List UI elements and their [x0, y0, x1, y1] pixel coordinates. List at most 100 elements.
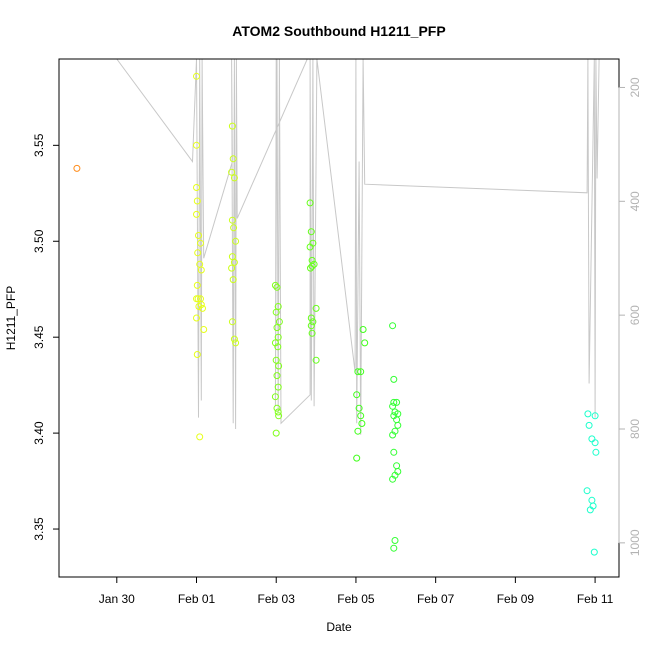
y-tick-label: 3.35 [32, 517, 46, 541]
data-point [308, 262, 316, 270]
data-point [390, 398, 398, 406]
data-point [272, 308, 280, 316]
data-point [230, 224, 238, 232]
data-point [275, 412, 283, 420]
data-point [230, 258, 238, 266]
data-point [228, 216, 236, 224]
profile-line [116, 58, 600, 435]
data-point [393, 462, 401, 470]
data-point [228, 168, 236, 176]
data-point [583, 487, 591, 495]
right-tick-label: 200 [628, 77, 642, 97]
data-point [273, 404, 281, 412]
y-tick-label: 3.40 [32, 421, 46, 445]
data-point [390, 375, 398, 383]
data-point [354, 427, 362, 435]
data-point [307, 322, 315, 330]
x-tick-label: Jan 30 [99, 592, 135, 606]
chart-title: ATOM2 Southbound H1211_PFP [232, 23, 445, 39]
data-point [228, 122, 236, 130]
data-point [275, 362, 283, 370]
data-point [307, 314, 315, 322]
data-point [390, 544, 398, 552]
plot-frame [58, 58, 620, 578]
data-point [193, 314, 200, 322]
data-point [273, 324, 281, 332]
x-tick-label: Feb 05 [337, 592, 375, 606]
data-point [275, 318, 283, 326]
data-point [357, 368, 365, 376]
data-point [273, 283, 281, 291]
data-point [196, 433, 204, 441]
x-tick-label: Feb 11 [577, 592, 614, 606]
data-point [194, 249, 202, 257]
data-point [274, 408, 282, 416]
x-tick-label: Feb 03 [258, 592, 296, 606]
data-point [230, 335, 238, 343]
data-point [228, 264, 236, 272]
data-point [312, 304, 320, 312]
y-axis-right: 200 400 600 800 1000 [618, 77, 642, 556]
data-point [389, 322, 397, 330]
data-point [274, 343, 282, 351]
data-point [353, 454, 361, 462]
data-point [197, 266, 205, 274]
data-point [194, 295, 202, 303]
data-point [390, 448, 398, 456]
x-tick-label: Feb 07 [417, 592, 455, 606]
data-point [195, 303, 203, 310]
data-point [586, 506, 594, 514]
data-point [391, 427, 399, 435]
data-point [355, 404, 363, 412]
data-point [592, 448, 600, 456]
data-point [309, 318, 317, 326]
data-point [585, 421, 593, 429]
data-point [389, 431, 397, 439]
data-point [271, 281, 279, 289]
x-axis-label: Date [326, 620, 352, 634]
data-point [193, 210, 200, 218]
data-point [591, 439, 599, 447]
data-point [306, 199, 314, 207]
data-point [393, 398, 401, 406]
data-point [273, 372, 281, 380]
data-point [272, 356, 280, 364]
data-point [195, 232, 202, 239]
data-point [197, 239, 204, 247]
data-point [193, 351, 201, 358]
x-tick-label: Feb 09 [497, 592, 535, 606]
data-point [312, 356, 320, 364]
data-point [389, 475, 397, 483]
data-point [353, 391, 361, 399]
data-point [588, 435, 596, 443]
profile-layer [116, 58, 600, 435]
right-tick-label: 800 [628, 419, 642, 439]
data-point [391, 537, 399, 544]
x-tick-label: Feb 01 [178, 592, 216, 606]
data-point [228, 318, 236, 326]
data-point [310, 260, 318, 268]
data-point [354, 368, 362, 376]
data-point [274, 333, 282, 341]
y-tick-label: 3.55 [32, 133, 46, 157]
data-point [232, 339, 240, 347]
data-point [73, 164, 81, 172]
data-point [271, 393, 279, 401]
data-point [229, 155, 237, 163]
data-point [590, 548, 598, 556]
data-point [394, 421, 402, 429]
data-point [361, 339, 369, 347]
data-point [359, 326, 367, 333]
data-point [193, 197, 201, 205]
data-point [272, 429, 280, 437]
data-point [274, 383, 282, 391]
data-point [307, 228, 315, 236]
y-axis-left: 3.35 3.40 3.45 3.50 3.55 [32, 133, 59, 541]
data-point [232, 237, 240, 245]
x-axis: Jan 30 Feb 01 Feb 03 Feb 05 Feb 07 Feb 09 Feb … [99, 576, 614, 606]
data-point [591, 412, 599, 420]
y-axis-label: H1211_PFP [4, 286, 18, 350]
data-point [230, 174, 238, 182]
data-point [308, 329, 316, 337]
data-point [588, 496, 596, 504]
